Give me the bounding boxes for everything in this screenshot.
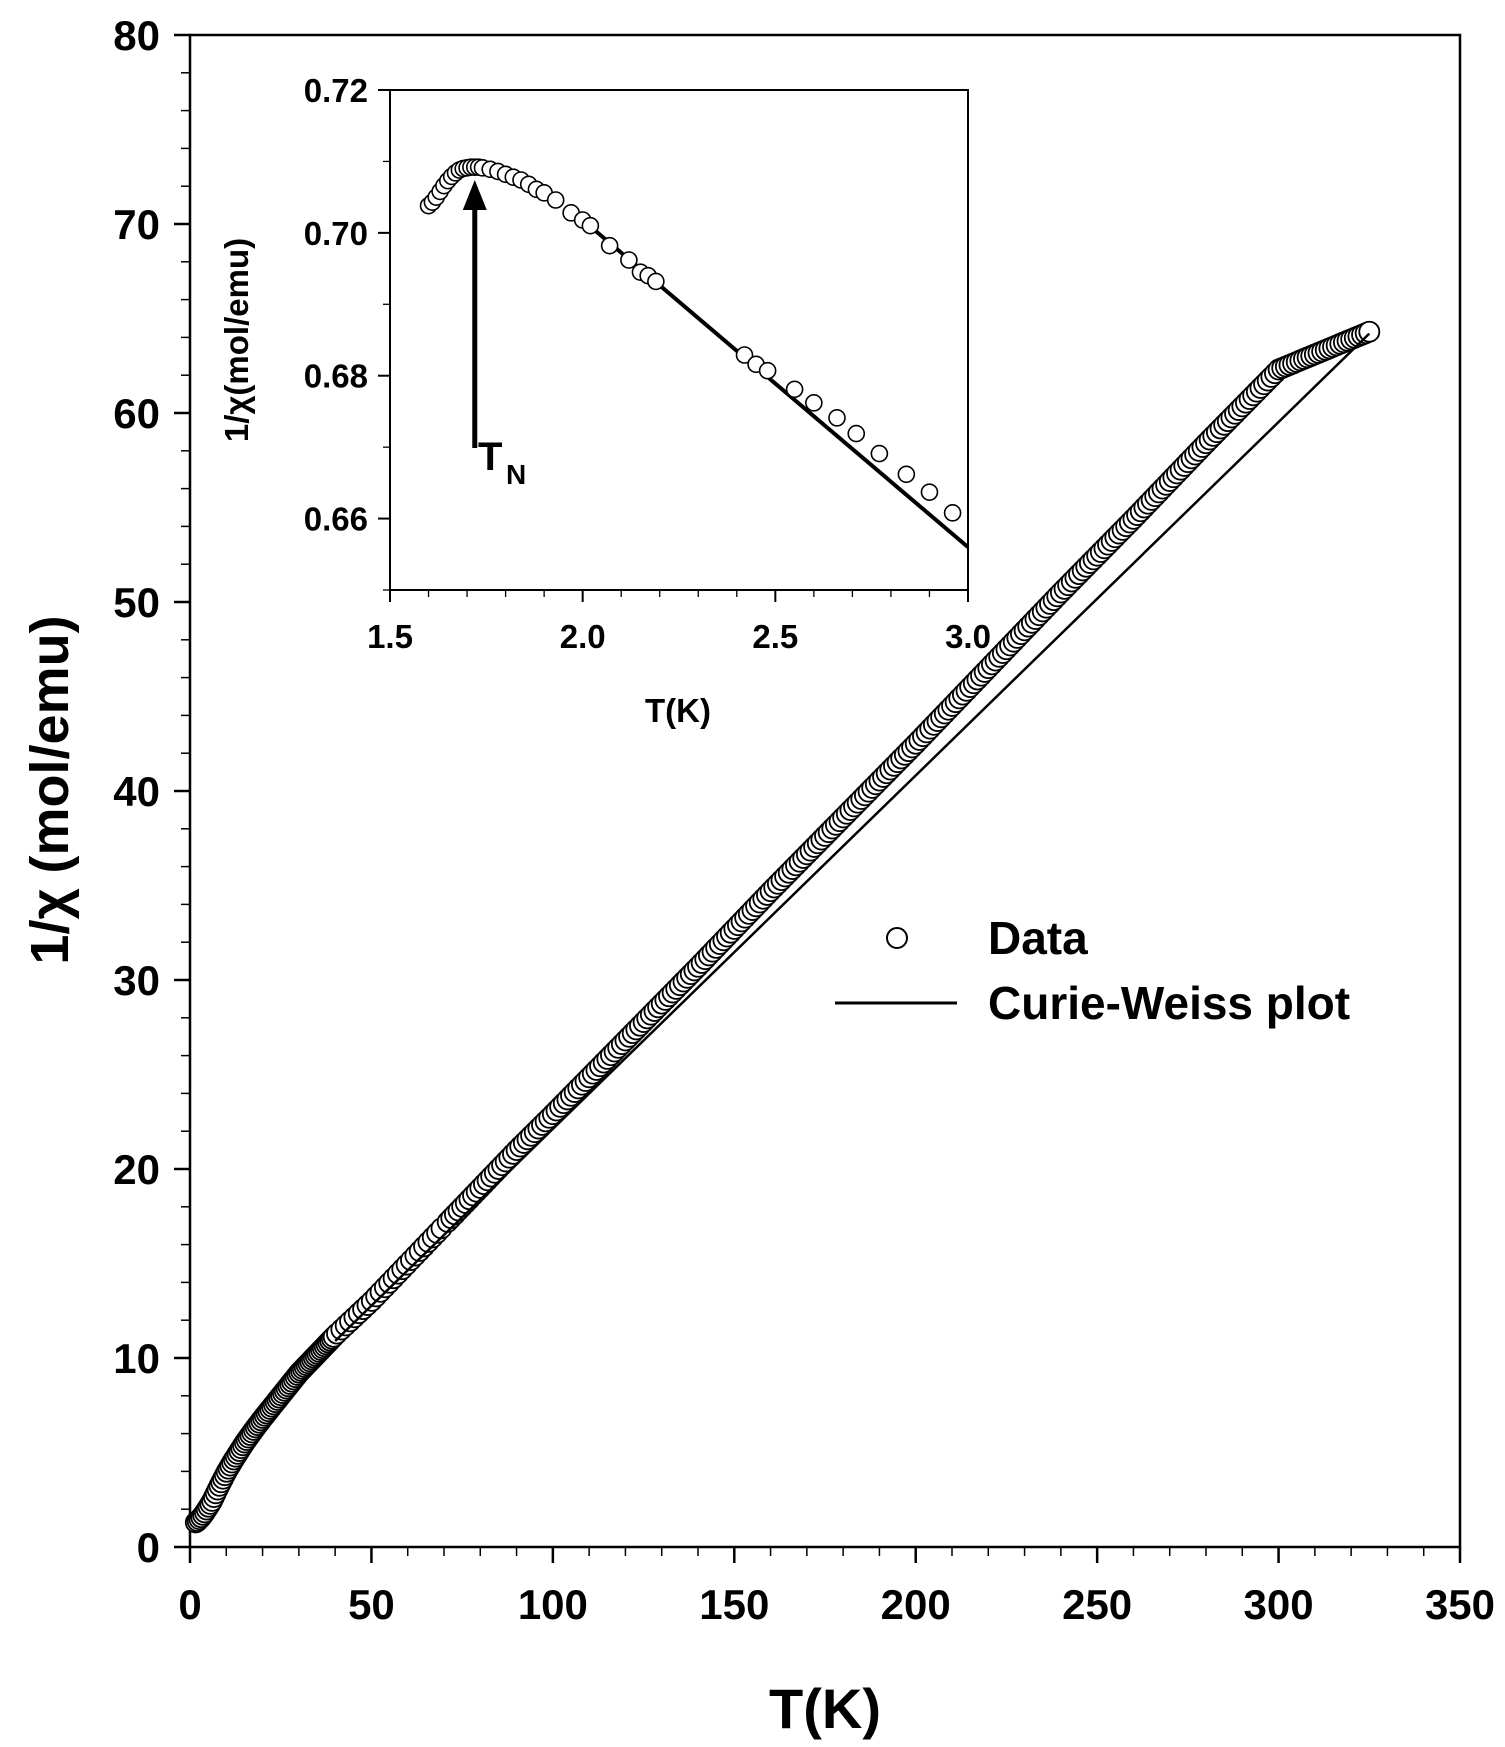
main-y-tick-label: 50 xyxy=(113,579,160,626)
inset-y-tick-label: 0.66 xyxy=(304,501,368,538)
main-ticks: 0 50 100 150 200 250 300 350 0 10 20 30 40 50 60 70 80 xyxy=(113,12,1495,1628)
main-fit-segment xyxy=(334,332,1371,1342)
inset-x-axis-label: T(K) xyxy=(645,692,711,729)
inset-y-axis-label: 1/χ(mol/emu) xyxy=(218,238,255,442)
main-y-tick-label: 30 xyxy=(113,957,160,1004)
main-x-axis-label: T(K) xyxy=(769,1677,881,1740)
main-y-tick-label: 70 xyxy=(113,201,160,248)
inset-x-tick-label: 2.0 xyxy=(560,618,606,655)
tn-annotation: T N xyxy=(462,180,526,490)
inset-data-point xyxy=(870,444,889,463)
main-data-point xyxy=(1358,320,1381,343)
legend-fit-label: Curie-Weiss plot xyxy=(988,977,1350,1029)
inset-data-point xyxy=(647,272,665,291)
main-y-axis-label: 1/χ (mol/emu) xyxy=(20,615,80,964)
main-x-tick-label: 200 xyxy=(881,1581,951,1628)
legend-data-label: Data xyxy=(988,912,1088,964)
main-y-tick-label: 0 xyxy=(137,1524,160,1571)
inset-data-point xyxy=(805,394,823,412)
inset-data-point xyxy=(600,236,619,255)
inset-data-point xyxy=(943,504,962,522)
main-x-tick-label: 350 xyxy=(1425,1581,1495,1628)
main-data xyxy=(184,320,1381,1534)
legend: Data Curie-Weiss plot xyxy=(835,912,1350,1029)
tn-label: T xyxy=(478,435,502,479)
inset-ticks: 1.5 2.0 2.5 3.0 0.66 0.68 0.70 0.72 xyxy=(304,72,991,655)
tn-subscript: N xyxy=(506,459,526,490)
inset-data-point xyxy=(758,361,777,380)
inset-data-point xyxy=(581,216,600,235)
main-x-tick-label: 300 xyxy=(1244,1581,1314,1628)
main-y-tick-label: 10 xyxy=(113,1335,160,1382)
tn-arrow-head xyxy=(462,180,487,210)
main-x-tick-label: 250 xyxy=(1062,1581,1132,1628)
inset-y-tick-label: 0.70 xyxy=(304,215,368,252)
inset-data-point xyxy=(847,424,866,443)
main-x-tick-label: 0 xyxy=(178,1581,201,1628)
inset-y-tick-label: 0.72 xyxy=(304,72,368,109)
inset-data-point xyxy=(735,346,754,364)
main-y-tick-label: 40 xyxy=(113,768,160,815)
inset-data-point xyxy=(620,251,638,269)
inset-x-tick-label: 3.0 xyxy=(945,618,991,655)
inset-y-tick-label: 0.68 xyxy=(304,358,368,395)
inset-data-point xyxy=(785,380,804,399)
inset-data-point xyxy=(920,483,939,501)
main-y-tick-label: 80 xyxy=(113,12,160,59)
inset-data-point xyxy=(546,191,565,209)
inset-data-point xyxy=(897,465,916,484)
main-fit-line xyxy=(334,332,1371,1342)
inset-x-tick-label: 2.5 xyxy=(752,618,798,655)
legend-data-marker xyxy=(886,927,908,949)
main-x-tick-label: 100 xyxy=(518,1581,588,1628)
main-x-tick-label: 150 xyxy=(699,1581,769,1628)
inset-x-tick-label: 1.5 xyxy=(367,618,413,655)
inset-data xyxy=(419,158,962,522)
main-y-tick-label: 20 xyxy=(113,1146,160,1193)
main-x-tick-label: 50 xyxy=(348,1581,395,1628)
inset-data-point xyxy=(828,409,846,427)
main-y-tick-label: 60 xyxy=(113,390,160,437)
